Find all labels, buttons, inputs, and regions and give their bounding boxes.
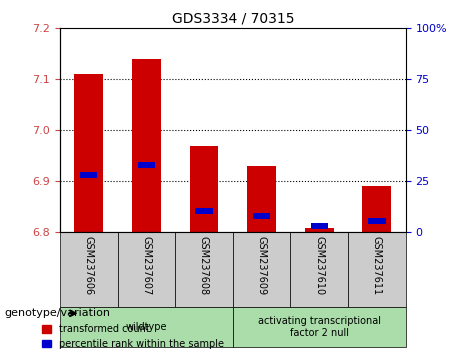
FancyBboxPatch shape: [348, 232, 406, 307]
FancyBboxPatch shape: [118, 232, 175, 307]
FancyBboxPatch shape: [290, 232, 348, 307]
Bar: [138, 162, 155, 168]
Text: GSM237609: GSM237609: [257, 236, 266, 296]
Text: GSM237607: GSM237607: [142, 236, 151, 296]
Title: GDS3334 / 70315: GDS3334 / 70315: [171, 12, 294, 26]
FancyBboxPatch shape: [233, 307, 406, 347]
Bar: [305, 228, 334, 232]
Bar: [362, 186, 391, 232]
Bar: [368, 218, 385, 224]
Bar: [195, 208, 213, 214]
Text: genotype/variation: genotype/variation: [5, 308, 111, 318]
Bar: [80, 172, 97, 178]
Text: GSM237608: GSM237608: [199, 236, 209, 296]
Text: wildtype: wildtype: [125, 322, 167, 332]
Bar: [247, 166, 276, 232]
Bar: [253, 213, 270, 219]
FancyBboxPatch shape: [60, 232, 118, 307]
FancyBboxPatch shape: [233, 232, 290, 307]
Bar: [132, 59, 161, 232]
Text: activating transcriptional
factor 2 null: activating transcriptional factor 2 null: [258, 316, 381, 338]
Bar: [189, 145, 219, 232]
Text: GSM237610: GSM237610: [314, 236, 324, 296]
Bar: [74, 74, 103, 232]
Bar: [311, 223, 328, 229]
FancyBboxPatch shape: [175, 232, 233, 307]
FancyBboxPatch shape: [60, 307, 233, 347]
Text: GSM237611: GSM237611: [372, 236, 382, 296]
Legend: transformed count, percentile rank within the sample: transformed count, percentile rank withi…: [42, 324, 224, 349]
Text: GSM237606: GSM237606: [84, 236, 94, 296]
